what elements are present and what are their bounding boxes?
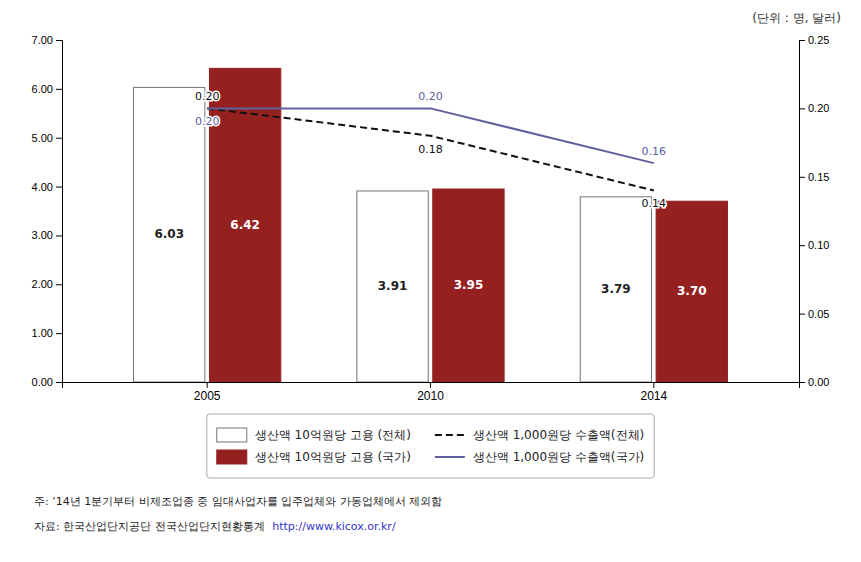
- chart: 2005 2010 2014 0.00 1.00 2.00 3.00 4.00 5.00 6.00…: [0, 0, 861, 562]
- legend-frame: [207, 414, 654, 478]
- legend: 생산액 10억원당 고용 (전체) 생산액 10억원당 고용 (국가) 생산액 1,…: [207, 414, 654, 478]
- y-axis-tick: 3.00: [32, 229, 62, 241]
- x-tick-mark: [430, 382, 431, 388]
- line-label: 0.14: [642, 197, 667, 210]
- y-axis-tick: 0.00: [32, 376, 62, 388]
- y-axis-tick-mark: [56, 382, 62, 383]
- bar: [209, 68, 280, 382]
- bar-label: 3.91: [378, 279, 408, 293]
- legend-item: 생산액 10억원당 고용 (국가): [217, 450, 411, 465]
- bar: [433, 189, 504, 382]
- legend-label: 생산액 1,000원당 수출액(전체): [473, 428, 644, 442]
- x-tick: 2010: [417, 382, 444, 403]
- line-label: 0.20: [195, 90, 220, 103]
- y-axis-tick-label: 7.00: [32, 34, 53, 46]
- y-axis-tick-label: 4.00: [32, 181, 53, 193]
- y-axis-tick: 7.00: [32, 34, 62, 46]
- axis-line: [56, 41, 63, 383]
- y2-axis-tick-mark: [799, 382, 805, 383]
- y-axis-tick-label: 3.00: [32, 229, 53, 241]
- bar-label: 6.03: [154, 227, 184, 241]
- legend-item: 생산액 1,000원당 수출액(국가): [435, 450, 644, 464]
- y2-axis-tick-label: 0.10: [808, 239, 829, 251]
- y2-axis-tick: 0.20: [799, 102, 829, 114]
- x-tick-label: 2014: [640, 389, 667, 403]
- note-text: 주: ‘14년 1분기부터 비제조업종 중 임대사업자를 입주업체와 가동업체에…: [34, 495, 442, 508]
- x-tick-label: 2010: [417, 389, 444, 403]
- y2-axis-tick-label: 0.05: [808, 308, 829, 320]
- y2-axis-tick-label: 0.25: [808, 34, 829, 46]
- y2-axis-tick: 0.00: [799, 376, 829, 388]
- y-axis-tick-label: 2.00: [32, 278, 53, 290]
- y2-axis-tick-mark: [799, 177, 805, 178]
- axis-line: [800, 41, 806, 383]
- legend-label: 생산액 1,000원당 수출액(국가): [473, 450, 644, 464]
- y-axis: 0.00 1.00 2.00 3.00 4.00 5.00 6.00 7.00: [32, 34, 63, 388]
- legend-swatch: [435, 456, 465, 458]
- legend-label: 생산액 10억원당 고용 (국가): [255, 450, 411, 464]
- y-axis-tick-mark: [56, 333, 62, 334]
- x-tick-label: 2005: [194, 389, 221, 403]
- y2-axis-tick-label: 0.20: [808, 102, 829, 114]
- y-axis-tick: 4.00: [32, 181, 62, 193]
- y-axis-tick-label: 0.00: [32, 376, 53, 388]
- y-axis-tick: 2.00: [32, 278, 62, 290]
- x-tick-mark: [207, 382, 208, 388]
- y-axis-tick: 6.00: [32, 83, 62, 95]
- y-axis-tick-mark: [56, 284, 62, 285]
- bar-label: 3.79: [601, 282, 631, 296]
- y-axis-tick-mark: [56, 187, 62, 188]
- bar-label: 3.95: [454, 278, 484, 292]
- line: [207, 108, 654, 190]
- plot-marks: [134, 68, 728, 382]
- y-axis-tick-mark: [56, 138, 62, 139]
- y2-axis-tick-mark: [799, 108, 805, 109]
- y2-axis-tick-mark: [799, 245, 805, 246]
- data-labels: 6.03 3.91 3.79 6.42 3.95 3.70 0.20 0.20 0.20 0.18…: [154, 90, 706, 298]
- bar: [656, 201, 727, 382]
- y-axis-tick-label: 6.00: [32, 83, 53, 95]
- source-link[interactable]: http://www.kicox.or.kr/: [272, 520, 396, 533]
- line: [207, 108, 654, 163]
- legend-swatch: [435, 434, 465, 436]
- source-url[interactable]: http://www.kicox.or.kr/: [272, 520, 396, 533]
- legend-item: 생산액 1,000원당 수출액(전체): [435, 428, 644, 442]
- y2-axis-tick: 0.05: [799, 308, 829, 320]
- y2-axis: 0.00 0.05 0.10 0.15 0.20 0.25: [799, 34, 829, 388]
- y2-axis-tick: 0.25: [799, 34, 829, 46]
- legend-label: 생산액 10억원당 고용 (전체): [255, 428, 411, 442]
- bar: [357, 191, 428, 382]
- y2-axis-tick-mark: [799, 40, 805, 41]
- y2-axis-tick: 0.10: [799, 239, 829, 251]
- x-tick-mark: [653, 382, 654, 388]
- y-axis-tick-label: 1.00: [32, 327, 53, 339]
- bar: [134, 87, 205, 382]
- x-axis: 2005 2010 2014: [63, 382, 800, 403]
- y-axis-tick-label: 5.00: [32, 132, 53, 144]
- legend-item: 생산액 10억원당 고용 (전체): [217, 428, 411, 443]
- line-label: 0.16: [642, 145, 667, 158]
- y-axis-tick-mark: [56, 89, 62, 90]
- y-axis-tick-mark: [56, 235, 62, 236]
- line-label: 0.20: [195, 115, 220, 128]
- y2-axis-tick-label: 0.15: [808, 171, 829, 183]
- line-label: 0.18: [418, 143, 443, 156]
- y-axis-tick: 5.00: [32, 132, 62, 144]
- legend-swatch: [217, 428, 247, 442]
- y2-axis-tick: 0.15: [799, 171, 829, 183]
- y2-axis-tick-label: 0.00: [808, 376, 829, 388]
- axis-line: [63, 383, 800, 389]
- y-axis-tick: 1.00: [32, 327, 62, 339]
- x-tick: 2005: [194, 382, 221, 403]
- y-axis-tick-mark: [56, 40, 62, 41]
- unit-text: (단위 : 명, 달러): [752, 11, 841, 25]
- x-tick: 2014: [640, 382, 667, 403]
- source-text: 자료: 한국산업단지공단 전국산업단지현황통계: [34, 520, 268, 533]
- y2-axis-tick-mark: [799, 314, 805, 315]
- bar-label: 3.70: [677, 284, 707, 298]
- line-label: 0.20: [418, 90, 443, 103]
- bar-label: 6.42: [230, 218, 260, 232]
- bar: [580, 197, 651, 382]
- legend-swatch: [217, 450, 247, 464]
